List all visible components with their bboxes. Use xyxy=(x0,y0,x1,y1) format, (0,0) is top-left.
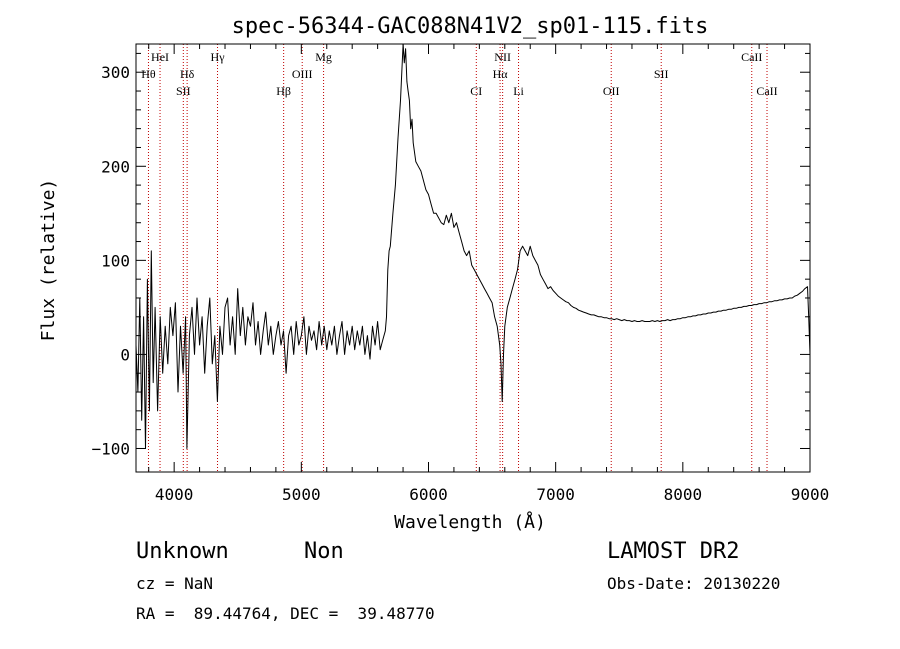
line-label: OIII xyxy=(292,67,313,81)
y-axis: −100 0 100 200 300 xyxy=(91,52,810,458)
line-label: SII xyxy=(176,84,191,98)
line-label: CI xyxy=(470,84,482,98)
x-tick-label: 9000 xyxy=(791,485,830,504)
plot-frame xyxy=(135,43,811,473)
x-tick-label: 4000 xyxy=(155,485,194,504)
y-tick-label: 100 xyxy=(101,251,130,270)
line-label: NII xyxy=(494,50,511,64)
line-label: Hγ xyxy=(211,50,226,64)
y-tick-label: 300 xyxy=(101,63,130,82)
x-tick-label: 8000 xyxy=(664,485,703,504)
line-label: Hα xyxy=(493,67,509,81)
x-tick-label: 6000 xyxy=(409,485,448,504)
y-tick-label: 200 xyxy=(101,157,130,176)
x-tick-label: 7000 xyxy=(536,485,575,504)
line-label: Hβ xyxy=(276,84,291,98)
line-label: Mg xyxy=(315,50,332,64)
y-tick-label: −100 xyxy=(91,439,130,458)
y-tick-label: 0 xyxy=(120,345,130,364)
redshift-cz: cz = NaN xyxy=(136,574,214,593)
line-label: CaII xyxy=(741,50,762,64)
spectrum-series xyxy=(135,43,811,449)
x-tick-label: 5000 xyxy=(282,485,321,504)
x-axis: 4000 5000 6000 7000 8000 9000 xyxy=(148,44,830,504)
chart-title: spec-56344-GAC088N41V2_sp01-115.fits xyxy=(232,14,709,39)
line-label: Hθ xyxy=(141,67,156,81)
observation-date: Obs-Date: 20130220 xyxy=(607,574,781,593)
y-axis-label: Flux (relative) xyxy=(38,179,59,342)
object-subclass: Non xyxy=(304,539,344,564)
line-label: OII xyxy=(603,84,620,98)
coordinates: RA = 89.44764, DEC = 39.48770 xyxy=(136,604,435,623)
line-label: HeI xyxy=(151,50,169,64)
line-label: Li xyxy=(513,84,524,98)
survey-name: LAMOST DR2 xyxy=(607,539,740,564)
x-axis-label: Wavelength (Å) xyxy=(394,511,546,533)
object-class: Unknown xyxy=(136,539,229,564)
line-label: Hδ xyxy=(180,67,195,81)
line-label: SII xyxy=(654,67,669,81)
spectrum-line xyxy=(135,43,811,449)
line-label: CaII xyxy=(756,84,777,98)
